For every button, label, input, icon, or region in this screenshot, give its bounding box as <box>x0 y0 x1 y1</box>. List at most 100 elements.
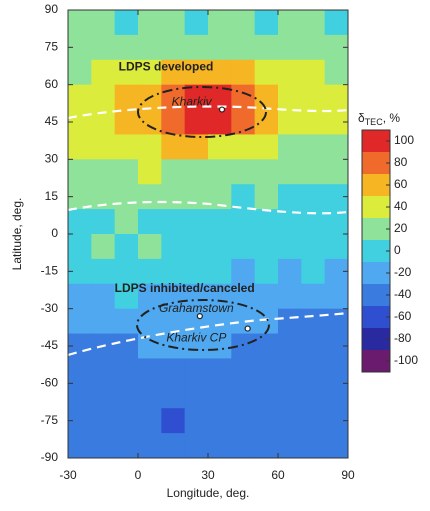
heatmap-cell <box>324 34 349 61</box>
x-tick-label: 0 <box>135 468 142 482</box>
heatmap-cell <box>278 408 302 434</box>
heatmap-cell <box>301 333 326 359</box>
y-axis-label: Latitude, deg. <box>10 198 24 271</box>
heatmap-cell <box>91 234 116 260</box>
colorbar-band <box>362 284 390 306</box>
heatmap-cell <box>91 258 116 285</box>
heatmap-cell <box>68 159 92 185</box>
heatmap-cell <box>184 209 209 235</box>
heatmap-cell <box>301 283 326 310</box>
heatmap-cell <box>278 34 302 61</box>
x-tick-label: 60 <box>271 468 285 482</box>
heatmap-cell <box>138 134 162 160</box>
heatmap-cell <box>68 408 92 434</box>
heatmap-cell <box>278 159 302 185</box>
heatmap-cell <box>254 433 279 459</box>
heatmap-cell <box>208 408 232 434</box>
colorbar-band <box>362 196 390 218</box>
heatmap-cell <box>254 383 279 409</box>
colorbar-tick-label: 60 <box>394 177 408 191</box>
heatmap-cell <box>254 408 279 434</box>
heatmap-cell <box>301 159 326 185</box>
heatmap-cell <box>91 10 116 36</box>
heatmap-cell <box>278 383 302 409</box>
colorbar-tick-label: 80 <box>394 155 408 169</box>
heatmap-cell <box>161 109 186 135</box>
heatmap-cell <box>208 109 232 135</box>
heatmap-cell <box>301 234 326 260</box>
heatmap-cell <box>68 433 92 459</box>
heatmap-cell <box>114 383 139 409</box>
heatmap-cell <box>68 134 92 160</box>
heatmap-cell <box>114 59 139 86</box>
colorbar-band <box>362 240 390 262</box>
heatmap-cell <box>324 184 349 210</box>
heatmap-cell <box>231 258 256 285</box>
heatmap-cell <box>114 308 139 334</box>
colorbar-symbol: δ <box>358 111 365 125</box>
y-tick-label: -60 <box>41 376 59 390</box>
heatmap-cell <box>208 134 232 160</box>
heatmap-cell <box>301 10 326 36</box>
heatmap-cell <box>231 209 256 235</box>
annotation: LDPS inhibited/canceled <box>115 281 255 295</box>
colorbar-band <box>362 174 390 196</box>
heatmap-cell <box>184 383 209 409</box>
heatmap-cell <box>68 184 92 210</box>
heatmap-cell <box>114 84 139 110</box>
heatmap-cell <box>91 84 116 110</box>
heatmap-cell <box>184 10 209 36</box>
region-ellipse <box>137 86 267 138</box>
heatmap-cell <box>324 333 349 359</box>
heatmap-cell <box>114 134 139 160</box>
y-tick-label: -75 <box>41 413 59 427</box>
colorbar-tick-label: -20 <box>394 265 412 279</box>
heatmap-cell <box>138 159 162 185</box>
heatmap-cell <box>91 159 116 185</box>
heatmap-cell <box>278 234 302 260</box>
heatmap-cell <box>114 10 139 36</box>
heatmap-cell <box>208 59 232 86</box>
heatmap-cell <box>91 59 116 86</box>
y-tick-label: -90 <box>41 450 59 464</box>
terminator-line <box>67 105 349 120</box>
y-tick-label: 75 <box>45 40 59 54</box>
heatmap-cell <box>208 159 232 185</box>
heatmap-cell <box>114 283 139 310</box>
colorbar-subscript: TEC <box>365 117 384 127</box>
heatmap-cell <box>324 159 349 185</box>
heatmap-cell <box>278 433 302 459</box>
heatmap-cell <box>324 383 349 409</box>
heatmap-cell <box>161 134 186 160</box>
heatmap-cell <box>301 109 326 135</box>
heatmap-cell <box>254 308 279 334</box>
heatmap-cell <box>161 408 186 434</box>
heatmap-cell <box>184 109 209 135</box>
heatmap-cell <box>324 408 349 434</box>
colorbar-band <box>362 306 390 328</box>
heatmap-cell <box>114 234 139 260</box>
terminator-line <box>67 311 349 357</box>
heatmap-cell <box>91 358 116 384</box>
heatmap-cell <box>254 84 279 110</box>
heatmap-cell <box>208 358 232 384</box>
heatmap-cell <box>324 258 349 285</box>
y-tick-label: 90 <box>45 2 59 16</box>
y-tick-label: 0 <box>51 226 58 240</box>
heatmap-cell <box>278 333 302 359</box>
x-tick-label: 90 <box>341 468 355 482</box>
heatmap-cell <box>324 134 349 160</box>
heatmap-cell <box>68 234 92 260</box>
colorbar-tick-label: -80 <box>394 331 412 345</box>
heatmap-cell <box>254 184 279 210</box>
heatmap-cell <box>301 258 326 285</box>
annotation: Kharkiv <box>172 94 213 108</box>
heatmap-cell <box>231 184 256 210</box>
heatmap-cell <box>114 34 139 61</box>
heatmap-cell <box>184 258 209 285</box>
heatmap-cell <box>184 283 209 310</box>
heatmap-cell <box>231 134 256 160</box>
heatmap-cell <box>184 234 209 260</box>
heatmap-cell <box>184 159 209 185</box>
heatmap-cell <box>184 184 209 210</box>
